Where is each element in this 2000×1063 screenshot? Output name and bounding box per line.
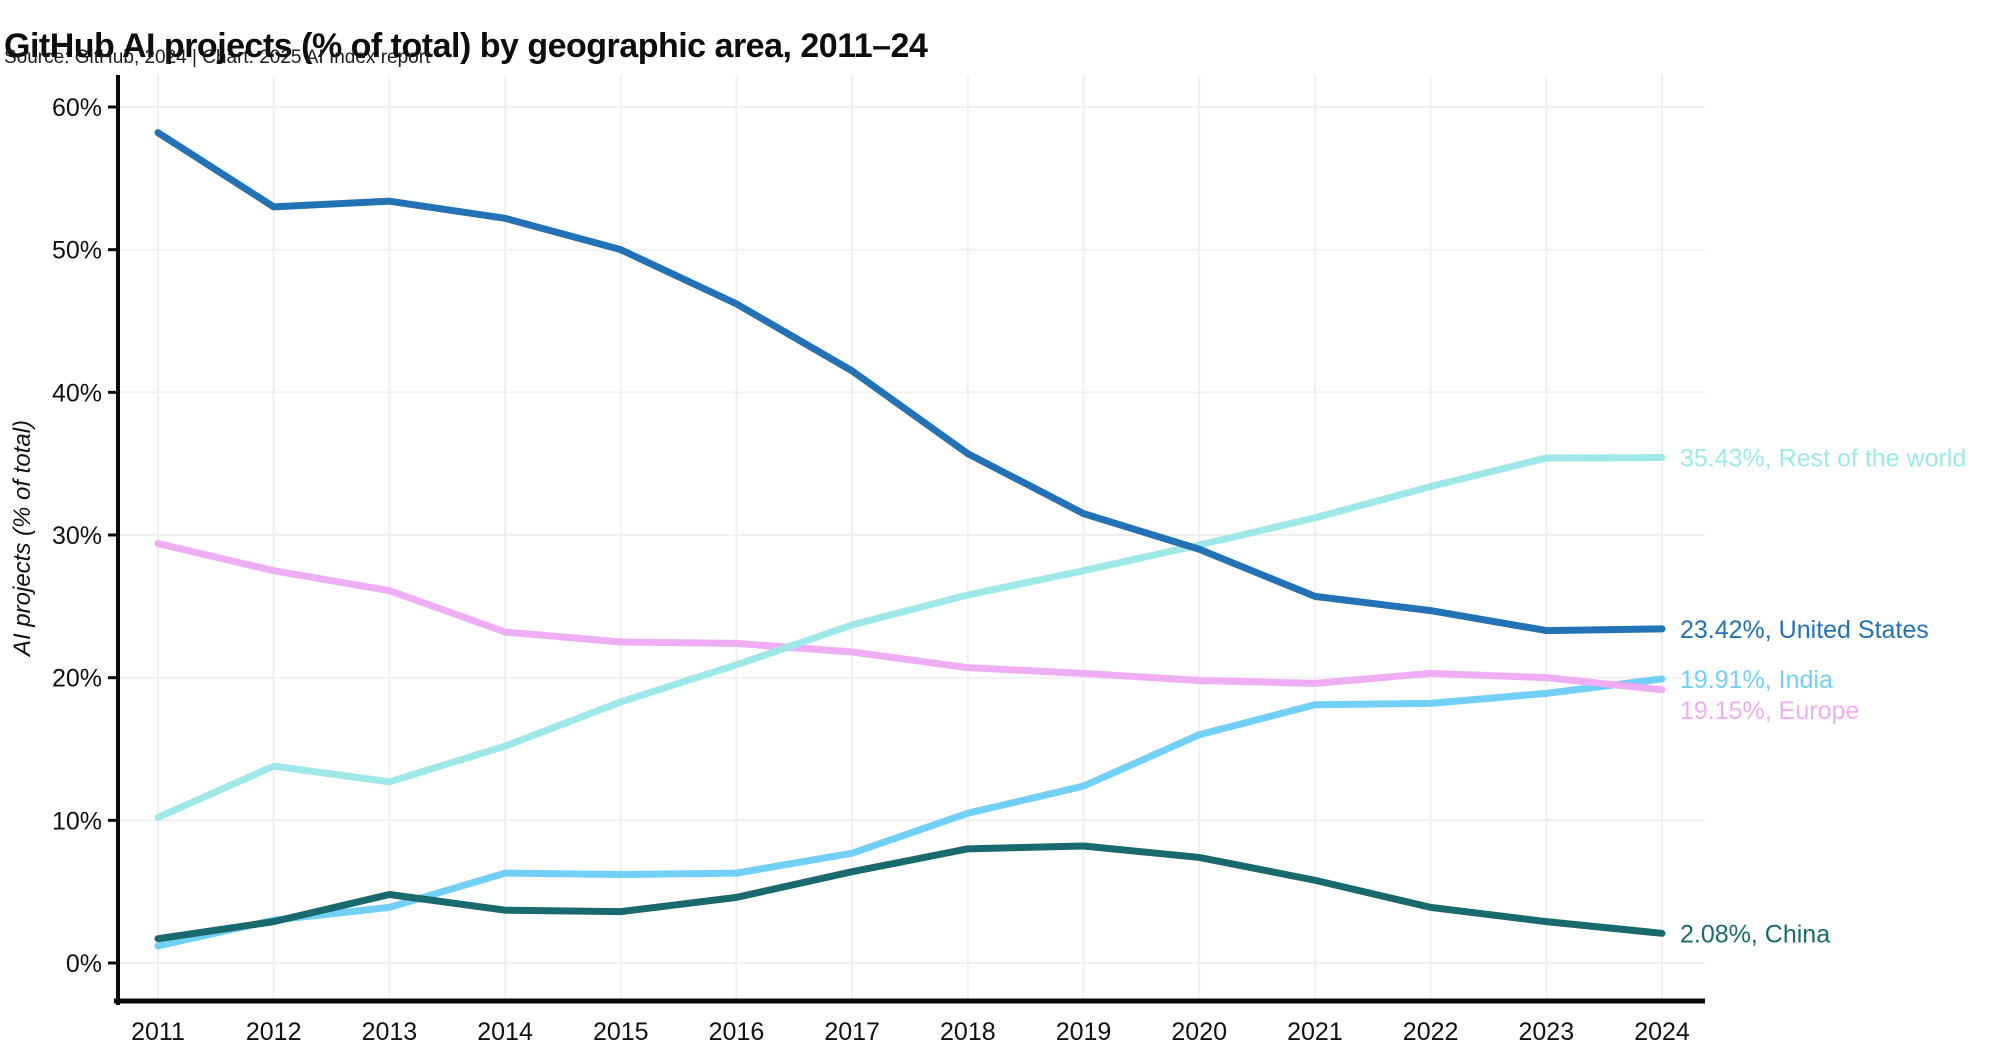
y-tick-label-20: 20% <box>52 665 102 693</box>
tick-labels: 0% 10% 20% 30% 40% 50% 60% 2011 2012 2013 2014 2015… <box>52 94 1690 1046</box>
x-tick-label-2012: 2012 <box>246 1018 302 1046</box>
series-end-label-china: 2.08%, China <box>1680 920 1830 948</box>
x-tick-label-2014: 2014 <box>477 1018 533 1046</box>
y-tick-label-40: 40% <box>52 379 102 407</box>
series-end-label-united-states: 23.42%, United States <box>1680 616 1929 644</box>
series-line-europe <box>154 540 1666 694</box>
x-tick-label-2017: 2017 <box>824 1018 880 1046</box>
y-tick-label-60: 60% <box>52 94 102 122</box>
page-title: GitHub AI projects (% of total) by geogr… <box>4 26 928 65</box>
series-line-rest-of-the-world <box>154 454 1666 821</box>
x-tick-label-2019: 2019 <box>1056 1018 1112 1046</box>
x-tick-label-2011: 2011 <box>131 1018 185 1046</box>
x-tick-label-2018: 2018 <box>940 1018 996 1046</box>
axes <box>108 75 1705 1005</box>
y-tick-label-0: 0% <box>66 950 102 978</box>
y-tick-label-30: 30% <box>52 522 102 550</box>
x-tick-label-2015: 2015 <box>593 1018 649 1046</box>
x-tick-label-2022: 2022 <box>1403 1018 1459 1046</box>
series-end-labels: 35.43%, Rest of the world 23.42%, United … <box>1680 445 1966 949</box>
x-tick-label-2024: 2024 <box>1634 1018 1690 1046</box>
series-end-label-europe: 19.15%, Europe <box>1680 697 1859 725</box>
series-line-india <box>154 675 1666 950</box>
x-tick-label-2013: 2013 <box>362 1018 418 1046</box>
y-axis-title: AI projects (% of total) <box>9 420 36 658</box>
chart-source-note: Source: GitHub, 2024 | Chart: 2025 AI In… <box>4 47 431 68</box>
series-end-label-rest-of-the-world: 35.43%, Rest of the world <box>1680 445 1966 473</box>
series-line-china <box>154 842 1666 943</box>
y-tick-label-50: 50% <box>52 237 102 265</box>
x-tick-label-2021: 2021 <box>1287 1018 1343 1046</box>
series-line-united-states <box>154 129 1666 635</box>
x-tick-label-2020: 2020 <box>1171 1018 1227 1046</box>
series-end-label-india: 19.91%, India <box>1680 666 1833 694</box>
series-lines <box>154 129 1666 950</box>
x-tick-label-2016: 2016 <box>709 1018 765 1046</box>
x-tick-label-2023: 2023 <box>1518 1018 1574 1046</box>
y-tick-label-10: 10% <box>52 807 102 835</box>
